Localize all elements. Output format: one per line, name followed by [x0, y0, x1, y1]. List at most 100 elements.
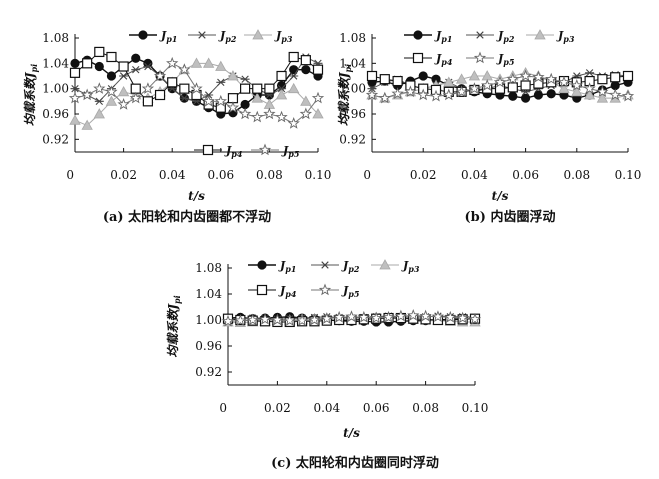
legend-label-subscript: p2 [225, 34, 237, 44]
y-tick-label: 1.08 [339, 31, 366, 45]
data-point-p5 [442, 88, 455, 101]
data-point-p4 [154, 89, 166, 101]
data-point-p5 [429, 89, 443, 102]
legend-label: Jp4 [434, 52, 453, 67]
data-point-p4 [240, 83, 251, 94]
legend-item-p4: Jp4 [194, 144, 243, 159]
legend-label: Jp4 [224, 144, 243, 159]
legend-label-main: J [434, 29, 442, 42]
data-point-p5 [178, 63, 191, 75]
data-point-p4 [379, 74, 390, 85]
y-axis-label-main: 均载系数J [166, 303, 180, 358]
legend-label: Jp5 [281, 144, 300, 159]
data-point-p2 [119, 72, 129, 80]
legend-marker-asterisk [320, 261, 330, 269]
data-point-p1 [94, 61, 104, 72]
legend-marker-circle [257, 260, 267, 270]
legend-marker-square [412, 52, 424, 64]
data-point-p4 [312, 64, 324, 75]
data-point-p5 [234, 314, 247, 326]
data-point-p4 [179, 83, 190, 94]
data-point-p5 [431, 310, 445, 322]
legend-label: Jp3 [401, 259, 420, 274]
legend-marker-asterisk [197, 31, 207, 39]
data-point-p1 [240, 99, 250, 110]
data-point-p5 [93, 82, 106, 94]
data-point-p4 [167, 77, 178, 88]
legend-item-p5: Jp5 [251, 143, 300, 159]
data-point-p5 [404, 85, 417, 98]
x-tick-label: 0.10 [462, 401, 489, 415]
x-tick-label: 0.04 [159, 168, 186, 182]
y-tick-label: 1.00 [339, 82, 366, 96]
y-tick-label: 1.04 [339, 56, 366, 70]
data-point-p4 [288, 51, 299, 63]
x-tick-label: 0 [66, 168, 74, 182]
legend-label: Jp1 [434, 29, 452, 44]
data-point-p5 [271, 313, 284, 326]
data-point-p3 [215, 60, 227, 71]
legend-label: Jp1 [159, 29, 177, 44]
legend-item-p5: Jp5 [311, 283, 360, 299]
x-tick-label: 0.04 [313, 401, 340, 415]
data-point-p5 [295, 314, 309, 326]
data-point-p4 [597, 74, 608, 85]
series-p5 [68, 56, 325, 129]
x-tick-label: 0.02 [264, 401, 291, 415]
legend-label-subscript: p5 [288, 149, 300, 159]
y-tick-label: 1.08 [42, 31, 69, 45]
x-tick-label: 0.08 [256, 168, 283, 182]
x-tick-label: 0.08 [412, 401, 439, 415]
data-point-p5 [378, 91, 391, 104]
legend-item-p2: Jp2 [188, 29, 237, 44]
legend-label-subscript: p4 [231, 149, 243, 159]
series-p5 [221, 308, 482, 327]
y-axis-label-main: 均载系数J [23, 71, 37, 126]
legend-marker-square [202, 144, 214, 156]
data-point-p1 [520, 93, 531, 103]
data-point-p5 [141, 82, 155, 94]
data-point-p5 [299, 107, 313, 120]
data-point-p5 [275, 110, 288, 123]
legend-label-main: J [556, 29, 564, 42]
data-point-p5 [468, 312, 482, 325]
data-point-p4 [94, 46, 105, 58]
data-point-p1 [610, 80, 620, 91]
data-point-p5 [365, 88, 379, 101]
legend-label-main: J [496, 52, 504, 65]
legend-label-main: J [434, 52, 442, 65]
legend-label-subscript: p2 [348, 264, 360, 274]
y-tick-label: 1.04 [195, 287, 222, 301]
y-axis-label-subscript: pi [343, 64, 353, 73]
data-point-p3 [312, 108, 324, 119]
y-tick-label: 0.92 [339, 132, 366, 146]
data-point-p2 [70, 84, 80, 93]
data-point-p5 [238, 107, 252, 120]
data-point-p5 [246, 313, 259, 326]
legend-label: Jp2 [218, 29, 237, 44]
data-point-p5 [153, 69, 167, 82]
data-point-p4 [118, 61, 129, 72]
x-tick-label: 0.06 [363, 401, 390, 415]
y-tick-label: 1.08 [195, 261, 222, 275]
data-point-p5 [456, 311, 469, 324]
legend-label-main: J [401, 259, 409, 272]
series-p5 [365, 69, 635, 104]
data-point-p5 [251, 110, 264, 123]
legend-item-p2: Jp2 [311, 259, 360, 274]
legend-label-subscript: p5 [348, 289, 360, 299]
legend-item-p4: Jp4 [248, 284, 297, 299]
data-point-p5 [455, 85, 468, 98]
legend-marker-asterisk [475, 31, 485, 39]
data-point-p4 [300, 55, 311, 66]
data-point-p3 [105, 95, 118, 106]
y-axis-label: 均载系数Jpi [337, 64, 353, 126]
data-point-p4 [276, 70, 287, 82]
data-point-p2 [131, 65, 141, 74]
legend-label-subscript: p4 [441, 57, 453, 67]
y-tick-label: 1.00 [195, 313, 222, 327]
data-point-p5 [621, 89, 635, 102]
data-point-p5 [357, 310, 371, 323]
